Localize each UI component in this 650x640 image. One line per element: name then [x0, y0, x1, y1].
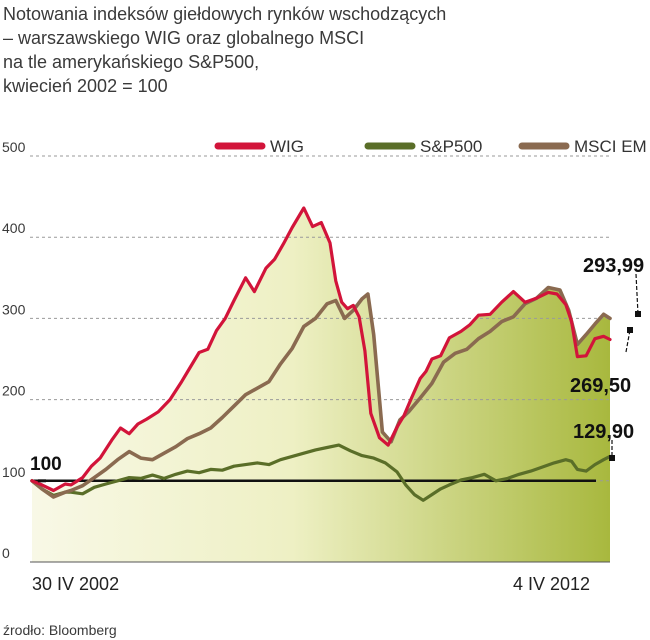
- legend-label-sp500: S&P500: [420, 137, 482, 156]
- y-tick-label: 100: [2, 464, 26, 480]
- legend-label-wig: WIG: [270, 137, 304, 156]
- x-axis-start-label: 30 IV 2002: [32, 574, 119, 594]
- series-lines: [30, 206, 612, 502]
- y-axis-tick-labels: 0 100 200 300 400 500: [2, 139, 26, 561]
- y-tick-label: 300: [2, 301, 26, 317]
- y-tick-label: 500: [2, 139, 26, 155]
- legend-label-msci: MSCI EM: [574, 137, 647, 156]
- end-value-labels: 293,99 129,90 269,50: [570, 255, 644, 461]
- baseline-value-label: 100: [30, 454, 62, 475]
- end-value-label-sp500: 129,90: [573, 421, 634, 443]
- series-line-sp500: [30, 443, 612, 502]
- end-value-leader-wig: [635, 273, 639, 315]
- title-line-1: Notowania indeksów giełdowych rynków wsc…: [3, 4, 447, 24]
- end-value-leader-msci: [625, 329, 631, 353]
- title-line-2: – warszawskiego WIG oraz globalnego MSCI: [3, 28, 365, 48]
- y-tick-label: 400: [2, 220, 26, 236]
- end-value-label-wig: 293,99: [583, 255, 644, 277]
- chart-title: Notowania indeksów giełdowych rynków wsc…: [3, 2, 473, 98]
- series-line-msci: [30, 285, 612, 499]
- end-value-marker-wig: [635, 311, 641, 317]
- end-value-marker-msci: [627, 327, 633, 333]
- end-value-label-msci: 269,50: [570, 375, 631, 397]
- end-value-marker-sp500: [609, 455, 615, 461]
- area-fill: [32, 208, 610, 562]
- y-tick-label: 200: [2, 383, 26, 399]
- title-line-4: kwiecień 2002 = 100: [3, 76, 168, 96]
- y-tick-label: 0: [2, 545, 10, 561]
- shaded-area: [32, 208, 610, 562]
- title-line-3: na tle amerykańskiego S&P500,: [3, 52, 260, 72]
- legend: WIG S&P500 MSCI EM: [214, 137, 647, 156]
- source-note: źrodło: Bloomberg: [3, 622, 117, 638]
- series-line-wig: [30, 206, 612, 493]
- x-axis-end-label: 4 IV 2012: [513, 574, 590, 594]
